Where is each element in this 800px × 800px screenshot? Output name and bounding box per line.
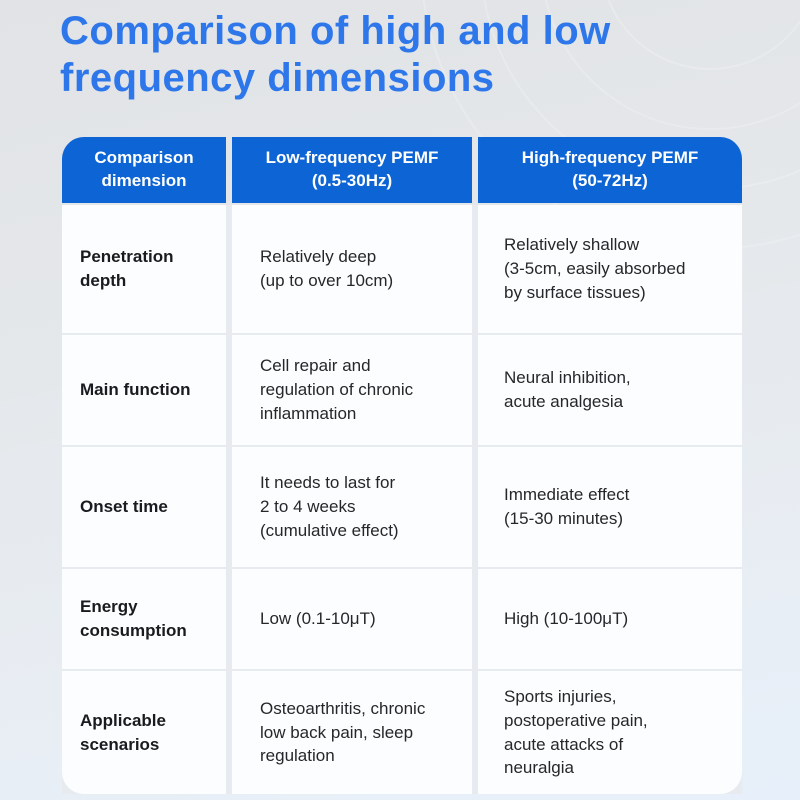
page-title: Comparison of high and low frequency dim… <box>60 9 611 100</box>
row-main-function-low: Cell repair and regulation of chronic in… <box>232 335 472 445</box>
row-applicable-scenarios-dimension: Applicable scenarios <box>62 671 226 794</box>
row-main-function-dimension: Main function <box>62 335 226 445</box>
header-high-frequency-pemf: High-frequency PEMF (50-72Hz) <box>478 137 742 203</box>
row-onset-time-high: Immediate effect (15-30 minutes) <box>478 447 742 567</box>
row-main-function-high: Neural inhibition, acute analgesia <box>478 335 742 445</box>
header-low-frequency-pemf: Low-frequency PEMF (0.5-30Hz) <box>232 137 472 203</box>
row-energy-consumption-low: Low (0.1-10μT) <box>232 569 472 669</box>
row-applicable-scenarios-low: Osteoarthritis, chronic low back pain, s… <box>232 671 472 794</box>
row-energy-consumption-dimension: Energy consumption <box>62 569 226 669</box>
row-penetration-depth-high: Relatively shallow (3-5cm, easily absorb… <box>478 205 742 333</box>
row-penetration-depth-dimension: Penetration depth <box>62 205 226 333</box>
header-comparison-dimension: Comparison dimension <box>62 137 226 203</box>
row-onset-time-dimension: Onset time <box>62 447 226 567</box>
table-body: Penetration depth Relatively deep (up to… <box>62 205 742 794</box>
row-penetration-depth-low: Relatively deep (up to over 10cm) <box>232 205 472 333</box>
row-applicable-scenarios-high: Sports injuries, postoperative pain, acu… <box>478 671 742 794</box>
row-onset-time-low: It needs to last for 2 to 4 weeks (cumul… <box>232 447 472 567</box>
comparison-table: Comparison dimension Low-frequency PEMF … <box>62 137 742 794</box>
row-energy-consumption-high: High (10-100μT) <box>478 569 742 669</box>
table-header-row: Comparison dimension Low-frequency PEMF … <box>62 137 742 203</box>
